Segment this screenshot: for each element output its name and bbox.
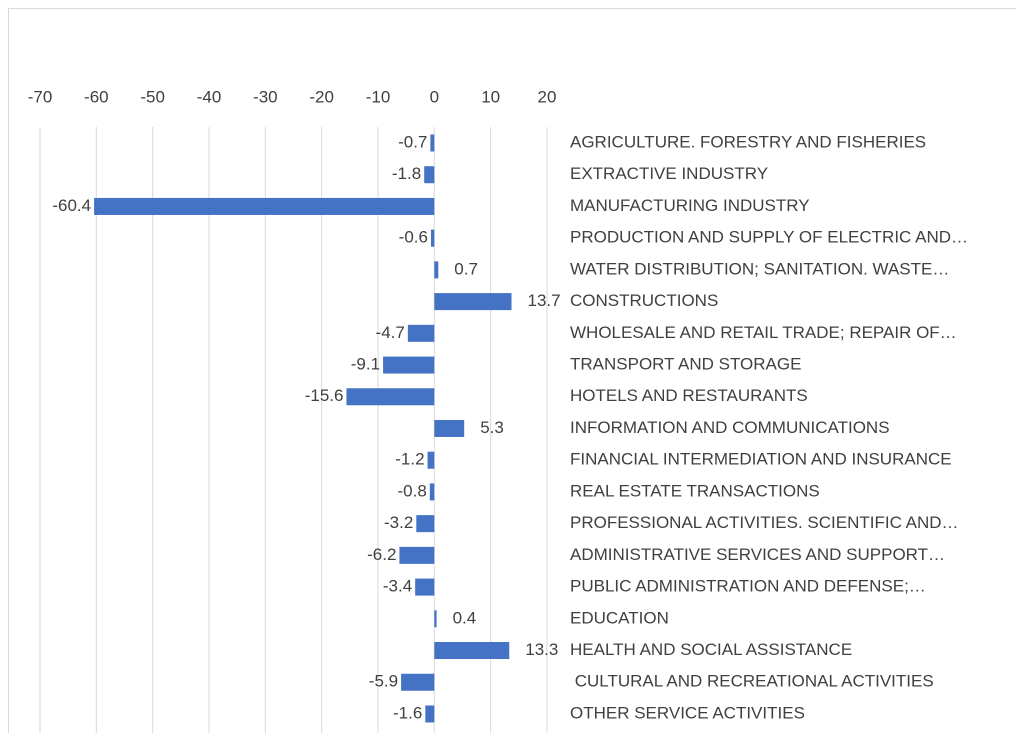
- bar: [427, 451, 435, 469]
- bar: [407, 324, 435, 342]
- category-label: OTHER SERVICE ACTIVITIES: [570, 703, 805, 722]
- bar: [434, 419, 465, 437]
- category-label: WATER DISTRIBUTION; SANITATION. WASTE…: [570, 259, 949, 278]
- data-label: -4.7: [376, 323, 405, 342]
- x-tick-label: -40: [197, 87, 222, 106]
- bar: [415, 578, 435, 596]
- bar: [94, 197, 435, 215]
- data-label: 5.3: [480, 418, 504, 437]
- bar: [346, 388, 435, 406]
- category-label: REAL ESTATE TRANSACTIONS: [570, 481, 820, 500]
- category-label: MANUFACTURING INDUSTRY: [570, 196, 810, 215]
- data-label: -3.4: [383, 577, 412, 596]
- data-label: 0.7: [454, 259, 478, 278]
- data-label: -3.2: [384, 513, 413, 532]
- category-label: ADMINISTRATIVE SERVICES AND SUPPORT…: [570, 545, 945, 564]
- x-tick-label: -30: [253, 87, 278, 106]
- bar: [383, 356, 435, 374]
- data-label: -5.9: [369, 672, 398, 691]
- category-label: HEALTH AND SOCIAL ASSISTANCE: [570, 640, 852, 659]
- bar: [425, 705, 435, 723]
- category-label: EDUCATION: [570, 608, 669, 627]
- category-label: INFORMATION AND COMMUNICATIONS: [570, 418, 890, 437]
- data-label: -15.6: [305, 386, 344, 405]
- data-label: -1.8: [392, 164, 421, 183]
- category-label: WHOLESALE AND RETAIL TRADE; REPAIR OF…: [570, 323, 957, 342]
- data-label: -6.2: [367, 545, 396, 564]
- x-tick-label: -50: [140, 87, 165, 106]
- x-tick-label: -10: [366, 87, 391, 106]
- category-label: PROFESSIONAL ACTIVITIES. SCIENTIFIC AND…: [570, 513, 959, 532]
- data-label: 13.7: [528, 291, 561, 310]
- category-label: FINANCIAL INTERMEDIATION AND INSURANCE: [570, 450, 952, 469]
- x-tick-label: -20: [309, 87, 334, 106]
- bar: [434, 293, 512, 311]
- category-label: EXTRACTIVE INDUSTRY: [570, 164, 768, 183]
- data-label: 13.3: [525, 640, 558, 659]
- bar: [424, 166, 435, 184]
- bar: [416, 515, 435, 533]
- x-tick-label: 10: [481, 87, 500, 106]
- bar: [399, 546, 435, 564]
- data-label: -9.1: [351, 355, 380, 374]
- category-label: TRANSPORT AND STORAGE: [570, 355, 801, 374]
- x-tick-label: 0: [430, 87, 439, 106]
- category-label: AGRICULTURE. FORESTRY AND FISHERIES: [570, 132, 926, 151]
- data-label: 0.4: [453, 608, 477, 627]
- data-label: -1.2: [395, 450, 424, 469]
- bar: [401, 673, 435, 691]
- category-label: CULTURAL AND RECREATIONAL ACTIVITIES: [570, 672, 934, 691]
- x-tick-label: -70: [28, 87, 53, 106]
- data-label: -1.6: [393, 703, 422, 722]
- bar: [430, 134, 435, 152]
- bar: [434, 610, 437, 628]
- category-label: PUBLIC ADMINISTRATION AND DEFENSE;…: [570, 577, 926, 596]
- category-label: HOTELS AND RESTAURANTS: [570, 386, 808, 405]
- data-label: -60.4: [52, 196, 91, 215]
- bar: [430, 229, 435, 247]
- category-label: PRODUCTION AND SUPPLY OF ELECTRIC AND…: [570, 228, 968, 247]
- data-label: -0.6: [399, 228, 428, 247]
- bar: [429, 483, 435, 501]
- data-label: -0.7: [398, 132, 427, 151]
- category-label: CONSTRUCTIONS: [570, 291, 718, 310]
- bar: [434, 642, 510, 660]
- chart-frame: [8, 8, 1016, 733]
- data-label: -0.8: [398, 481, 427, 500]
- bar: [434, 261, 439, 279]
- x-tick-label: 20: [538, 87, 557, 106]
- x-tick-label: -60: [84, 87, 109, 106]
